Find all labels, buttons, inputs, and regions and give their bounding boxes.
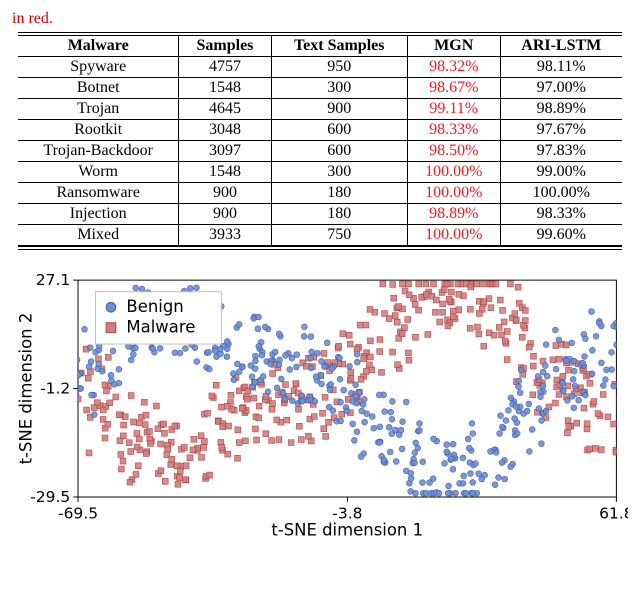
- tsne-scatter: -69.5 -3.8 61.8 -29.5 -1.2 27.1 t-SNE dimensio…: [18, 270, 628, 542]
- cell-ari: 99.60%: [500, 225, 622, 247]
- cell-samples: 4757: [179, 57, 271, 78]
- cell-malware: Ransomware: [18, 183, 179, 204]
- cell-ari: 97.00%: [500, 78, 622, 99]
- table-row: Rootkit304860098.33%97.67%: [18, 120, 622, 141]
- cell-samples: 3933: [179, 225, 271, 247]
- svg-text:27.1: 27.1: [36, 271, 70, 289]
- th-ari: ARI-LSTM: [500, 36, 622, 57]
- cell-malware: Trojan-Backdoor: [18, 141, 179, 162]
- cell-mgn: 99.11%: [407, 99, 500, 120]
- cell-ari: 98.33%: [500, 204, 622, 225]
- cell-text: 750: [271, 225, 407, 247]
- cell-text: 600: [271, 141, 407, 162]
- table-row: Trojan-Backdoor309760098.50%97.83%: [18, 141, 622, 162]
- svg-text:t-SNE dimension 2: t-SNE dimension 2: [18, 313, 36, 465]
- svg-text:-1.2: -1.2: [40, 379, 70, 397]
- cell-samples: 900: [179, 204, 271, 225]
- cell-mgn: 98.32%: [407, 57, 500, 78]
- cell-malware: Mixed: [18, 225, 179, 247]
- cell-ari: 98.11%: [500, 57, 622, 78]
- cell-samples: 3097: [179, 141, 271, 162]
- cell-mgn: 98.33%: [407, 120, 500, 141]
- table-row: Spyware475795098.32%98.11%: [18, 57, 622, 78]
- table-row: Injection90018098.89%98.33%: [18, 204, 622, 225]
- cell-ari: 98.89%: [500, 99, 622, 120]
- table-row: Ransomware900180100.00%100.00%: [18, 183, 622, 204]
- svg-text:Benign: Benign: [126, 297, 183, 316]
- results-table: Malware Samples Text Samples MGN ARI-LST…: [18, 36, 622, 247]
- th-malware: Malware: [18, 36, 179, 57]
- cell-mgn: 100.00%: [407, 183, 500, 204]
- th-mgn: MGN: [407, 36, 500, 57]
- table-row: Worm1548300100.00%99.00%: [18, 162, 622, 183]
- cell-text: 300: [271, 78, 407, 99]
- table-row: Botnet154830098.67%97.00%: [18, 78, 622, 99]
- cell-ari: 99.00%: [500, 162, 622, 183]
- cell-ari: 97.67%: [500, 120, 622, 141]
- caption-fragment: in red.: [12, 10, 622, 28]
- cell-text: 180: [271, 204, 407, 225]
- cell-text: 180: [271, 183, 407, 204]
- svg-text:t-SNE dimension 1: t-SNE dimension 1: [271, 521, 423, 540]
- cell-malware: Worm: [18, 162, 179, 183]
- cell-mgn: 98.89%: [407, 204, 500, 225]
- cell-samples: 1548: [179, 162, 271, 183]
- cell-text: 950: [271, 57, 407, 78]
- cell-samples: 3048: [179, 120, 271, 141]
- table-row: Mixed3933750100.00%99.60%: [18, 225, 622, 247]
- svg-text:-3.8: -3.8: [332, 504, 362, 522]
- cell-ari: 100.00%: [500, 183, 622, 204]
- cell-mgn: 98.50%: [407, 141, 500, 162]
- cell-text: 900: [271, 99, 407, 120]
- cell-mgn: 100.00%: [407, 162, 500, 183]
- svg-text:Malware: Malware: [126, 317, 195, 336]
- cell-mgn: 98.67%: [407, 78, 500, 99]
- cell-samples: 1548: [179, 78, 271, 99]
- svg-text:-29.5: -29.5: [30, 488, 70, 506]
- cell-samples: 900: [179, 183, 271, 204]
- cell-malware: Injection: [18, 204, 179, 225]
- cell-malware: Rootkit: [18, 120, 179, 141]
- table-row: Trojan464590099.11%98.89%: [18, 99, 622, 120]
- th-samples: Samples: [179, 36, 271, 57]
- th-text: Text Samples: [271, 36, 407, 57]
- cell-malware: Botnet: [18, 78, 179, 99]
- cell-text: 300: [271, 162, 407, 183]
- svg-text:61.8: 61.8: [599, 504, 628, 522]
- svg-text:-69.5: -69.5: [58, 504, 98, 522]
- cell-samples: 4645: [179, 99, 271, 120]
- cell-mgn: 100.00%: [407, 225, 500, 247]
- cell-malware: Trojan: [18, 99, 179, 120]
- cell-malware: Spyware: [18, 57, 179, 78]
- cell-text: 600: [271, 120, 407, 141]
- cell-ari: 97.83%: [500, 141, 622, 162]
